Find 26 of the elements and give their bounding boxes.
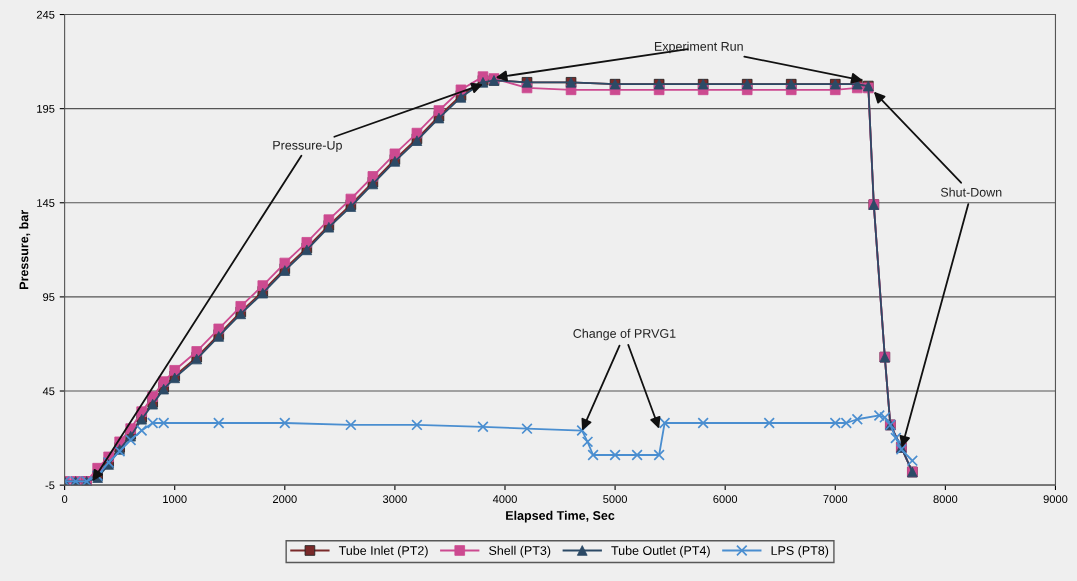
x-tick-label: 5000 — [603, 495, 628, 504]
annotation: Shut-Down — [940, 187, 1002, 197]
annotation: Pressure-Up — [273, 140, 342, 153]
x-tick-label: 7000 — [823, 495, 848, 504]
legend-label: Tube Outlet (PT4) — [611, 545, 710, 558]
y-tick-label: 245 — [36, 10, 55, 19]
y-tick-label: -5 — [45, 481, 55, 490]
legend-label: Shell (PT3) — [489, 545, 551, 558]
annotation: Experiment Run — [654, 41, 743, 54]
x-tick-label: 6000 — [713, 495, 738, 504]
legend-label: LPS (PT8) — [771, 545, 829, 558]
x-tick-label: 0 — [61, 495, 68, 504]
x-tick-label: 8000 — [933, 495, 958, 504]
x-tick-label: 9000 — [1043, 495, 1068, 504]
y-tick-label: 95 — [43, 293, 55, 302]
x-tick-label: 4000 — [492, 495, 517, 504]
x-tick-label: 2000 — [273, 495, 297, 504]
x-tick-label: 1000 — [163, 495, 187, 504]
legend-label: Tube Inlet (PT2) — [338, 545, 428, 558]
y-tick-label: 145 — [37, 199, 55, 207]
x-tick-label: 3000 — [382, 495, 407, 504]
y-tick-label: 45 — [42, 387, 55, 396]
y-tick-label: 195 — [37, 104, 55, 113]
x-axis-title: Elapsed Time, Sec — [506, 510, 615, 523]
annotation: Change of PRVG1 — [573, 328, 676, 341]
y-axis-title: Pressure, bar — [19, 210, 31, 289]
